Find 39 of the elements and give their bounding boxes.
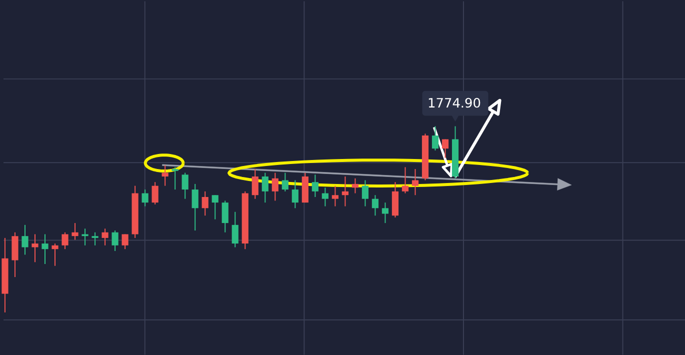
candlestick (332, 185, 338, 207)
candlestick (52, 243, 58, 266)
candlestick (62, 232, 68, 250)
candlestick (342, 176, 348, 207)
candlestick (222, 200, 228, 233)
candlestick (292, 180, 298, 209)
candlestick (102, 228, 108, 246)
candlestick (192, 183, 198, 231)
candlestick (312, 174, 318, 198)
candlestick (282, 172, 288, 192)
candlestick (112, 230, 118, 252)
candlestick (162, 164, 168, 186)
candlestick (32, 234, 38, 263)
candlestick (442, 138, 449, 158)
candlestick (412, 168, 419, 196)
candlestick (72, 222, 78, 240)
candlestick (82, 228, 88, 246)
candlestick (182, 172, 188, 200)
candlestick (122, 234, 128, 250)
candlestick (382, 202, 389, 224)
candlestick (22, 224, 28, 256)
candlestick (172, 166, 178, 190)
candlestick (272, 172, 278, 202)
candlestick (142, 189, 148, 207)
candlestick (372, 194, 379, 216)
candlestick (92, 232, 98, 246)
candlestick (42, 234, 48, 265)
candlestick (232, 211, 238, 248)
candlestick (262, 172, 268, 204)
candlestick (352, 178, 358, 194)
candlestick (152, 182, 158, 205)
text: 1774.90 (428, 96, 482, 112)
candlestick (402, 166, 409, 194)
candlestick (202, 190, 208, 216)
candlestick (362, 180, 369, 207)
candlestick (212, 194, 218, 220)
candlestick (252, 168, 258, 200)
candlestick (432, 126, 439, 151)
candlestick (322, 187, 328, 207)
